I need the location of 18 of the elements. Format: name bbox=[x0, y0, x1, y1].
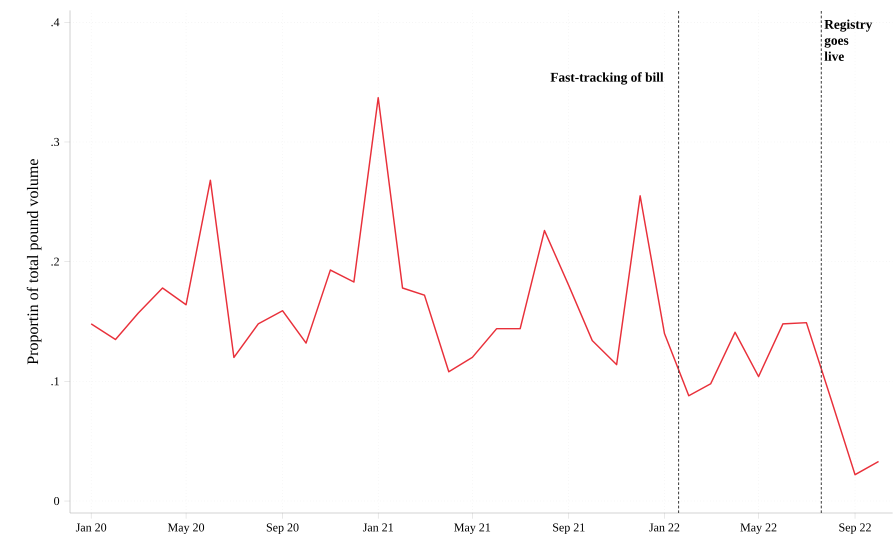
x-tick-label: May 21 bbox=[454, 523, 490, 534]
x-tick-label: Sep 20 bbox=[266, 523, 299, 534]
x-tick-label: Jan 22 bbox=[649, 523, 680, 532]
ref-line-label: Fast-tracking of bill bbox=[550, 72, 664, 85]
y-tick-label: .4 bbox=[51, 18, 60, 26]
x-tick-label: Sep 22 bbox=[839, 523, 871, 534]
y-tick-label: .1 bbox=[51, 377, 59, 386]
x-tick-label: Sep 21 bbox=[553, 523, 585, 534]
y-axis-title: Proportin of total pound volume bbox=[26, 159, 42, 364]
x-tick-label: Jan 20 bbox=[76, 523, 106, 532]
line-series bbox=[90, 96, 880, 476]
y-tick-label: .2 bbox=[51, 258, 59, 266]
x-tick-label: Jan 21 bbox=[362, 523, 393, 532]
y-tick-label: .3 bbox=[51, 138, 60, 146]
ref-line-label: Registry goes live bbox=[824, 19, 872, 61]
x-tick-label: May 22 bbox=[740, 523, 776, 534]
x-tick-label: May 20 bbox=[168, 523, 204, 534]
y-tick-label: 0 bbox=[54, 496, 60, 506]
